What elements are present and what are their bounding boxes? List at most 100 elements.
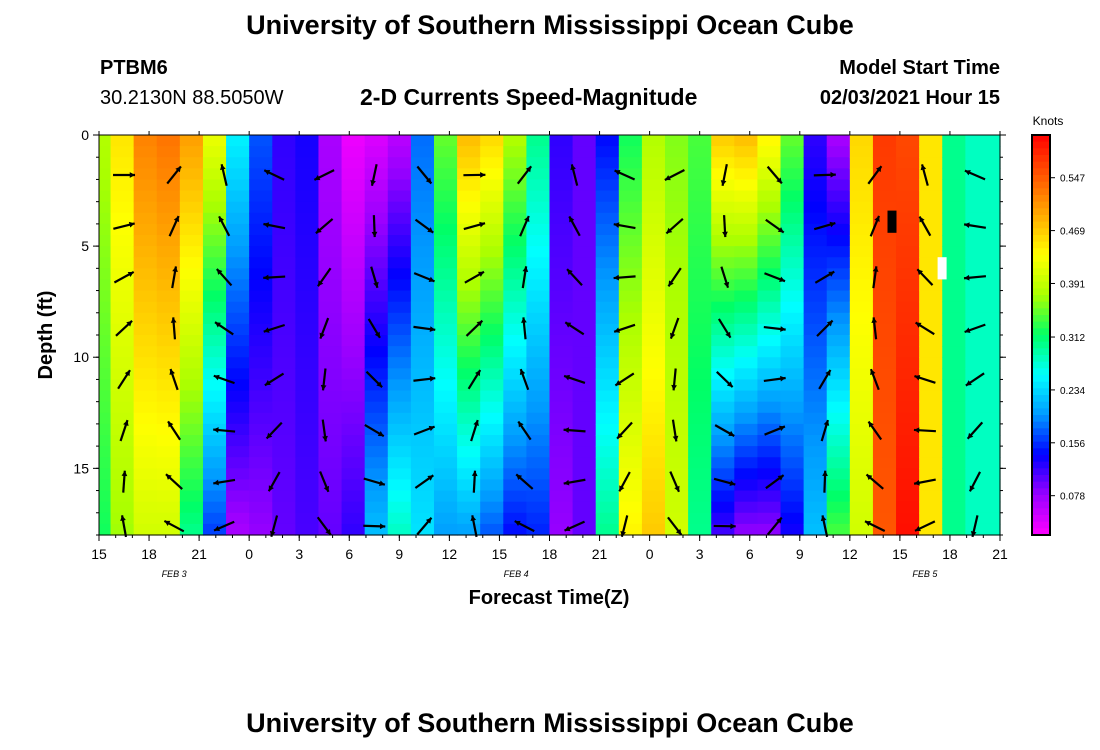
heat-cell xyxy=(595,268,620,281)
heat-cell xyxy=(803,346,828,358)
heat-cell xyxy=(711,157,735,169)
heat-cell xyxy=(965,490,1001,503)
heat-cell xyxy=(410,268,435,281)
heat-cell xyxy=(896,212,920,225)
heat-cell xyxy=(549,301,574,314)
heat-cell xyxy=(133,235,158,247)
heat-cell xyxy=(618,290,643,303)
heat-cell xyxy=(156,246,181,258)
heat-cell xyxy=(780,323,805,336)
heat-cell xyxy=(341,168,366,181)
current-arrow xyxy=(370,266,379,289)
heat-cell xyxy=(757,468,782,481)
heat-cell xyxy=(826,201,851,214)
heat-cell xyxy=(433,335,458,347)
heat-cell xyxy=(457,468,481,481)
heat-cell xyxy=(826,390,851,403)
heat-cell xyxy=(364,379,389,392)
heat-cell xyxy=(803,179,828,192)
heat-cell xyxy=(249,268,273,281)
heat-cell xyxy=(942,190,966,203)
heat-cell xyxy=(156,290,181,303)
heat-cell xyxy=(272,157,296,169)
current-arrow xyxy=(963,274,987,281)
heat-cell xyxy=(457,212,481,225)
heat-cell xyxy=(341,468,366,481)
colorbar-swatch xyxy=(1032,248,1050,256)
heat-cell xyxy=(179,179,204,192)
heat-cell xyxy=(410,501,435,514)
heat-cell xyxy=(480,290,504,303)
heat-cell xyxy=(641,401,666,414)
heat-cell xyxy=(665,190,689,203)
heat-cell xyxy=(133,390,158,403)
heat-cell xyxy=(896,501,920,514)
heat-cell xyxy=(249,490,273,503)
x-tick-label: 9 xyxy=(796,546,804,562)
heat-cell xyxy=(965,401,1001,414)
heat-cell xyxy=(803,290,828,303)
current-arrow xyxy=(169,368,179,391)
heat-cell xyxy=(503,446,527,458)
heat-cell xyxy=(595,235,620,247)
heat-cell xyxy=(872,146,897,158)
heat-cell xyxy=(179,335,204,347)
heat-cell xyxy=(341,146,366,158)
heat-cell xyxy=(849,312,874,325)
heat-cell xyxy=(202,346,227,358)
x-tick-label: 18 xyxy=(141,546,157,562)
heat-cell xyxy=(457,279,481,292)
current-arrow xyxy=(517,420,532,441)
heat-cell xyxy=(272,223,296,236)
heat-cell xyxy=(364,401,389,414)
heat-cell xyxy=(364,235,389,247)
current-direction-arrows xyxy=(113,163,987,538)
x-tick-label: 21 xyxy=(191,546,207,562)
heat-cell xyxy=(433,523,458,536)
model-start-time-value: 02/03/2021 Hour 15 xyxy=(819,87,1000,109)
date-label: FEB 4 xyxy=(504,569,529,579)
heat-cell xyxy=(110,279,135,292)
heat-cell xyxy=(919,379,943,392)
colorbar-swatch xyxy=(1032,355,1050,363)
heat-cell xyxy=(364,457,389,469)
heat-cell xyxy=(849,335,874,347)
heat-cell xyxy=(734,312,759,325)
heat-cell xyxy=(826,312,851,325)
heat-cell xyxy=(665,423,689,436)
heat-cell xyxy=(919,457,943,469)
current-arrow xyxy=(667,516,683,536)
heat-cell xyxy=(549,501,574,514)
heat-cell xyxy=(341,257,366,269)
heat-cell xyxy=(226,279,250,292)
heat-cell xyxy=(572,390,597,403)
heat-cell xyxy=(433,512,458,525)
colorbar-swatch xyxy=(1032,295,1050,303)
heat-cell xyxy=(665,279,689,292)
heat-cell xyxy=(133,512,158,525)
heat-cell xyxy=(272,179,296,192)
heat-cell xyxy=(849,435,874,447)
heat-cell xyxy=(688,435,712,447)
heat-cell xyxy=(665,390,689,403)
heat-cell xyxy=(110,435,135,447)
heat-cell xyxy=(133,190,158,203)
heat-cell xyxy=(711,357,735,369)
heat-cell xyxy=(965,168,1001,181)
date-label: FEB 3 xyxy=(162,569,187,579)
x-tick-label: 6 xyxy=(345,546,353,562)
heat-cell xyxy=(618,512,643,525)
heat-cell xyxy=(641,346,666,358)
heat-cell xyxy=(387,346,412,358)
heat-cell xyxy=(226,523,250,536)
current-arrow xyxy=(371,215,378,238)
heat-cell xyxy=(849,490,874,503)
heat-cell xyxy=(896,335,920,347)
current-arrow xyxy=(519,215,530,237)
heat-cell xyxy=(595,290,620,303)
heat-cell xyxy=(387,501,412,514)
heat-cell xyxy=(688,401,712,414)
heat-cell xyxy=(387,268,412,281)
heat-cell xyxy=(503,157,527,169)
